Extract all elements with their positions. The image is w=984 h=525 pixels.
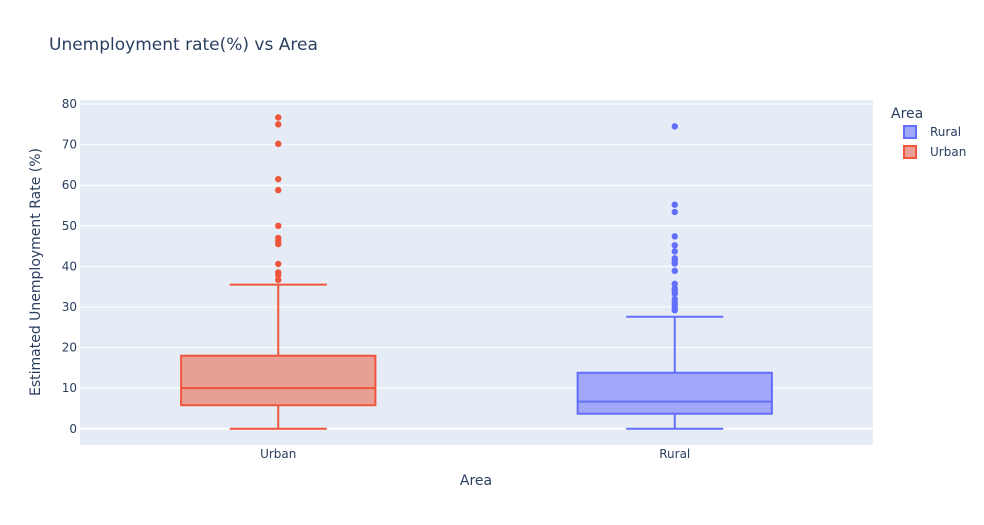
x-tick-label: Urban [260,447,296,461]
outlier-point [275,114,282,121]
x-axis-title: Area [460,473,492,489]
outlier-point [671,255,678,262]
y-tick-label: 60 [62,178,77,192]
legend-swatch-rural [903,125,917,139]
y-tick-label: 80 [62,97,77,111]
y-gridlines [80,103,873,430]
chart-title: Unemployment rate(%) vs Area [49,35,318,55]
outlier-point [671,295,678,303]
outlier-point [275,140,282,148]
outlier-point [275,175,282,183]
y-tick-label: 40 [62,259,77,273]
outlier-point [275,121,282,128]
outlier-point [671,242,678,249]
y-tick-label: 50 [62,219,77,233]
y-tick-labels: 0 10 20 30 40 50 60 70 80 [62,97,77,436]
outlier-point [275,269,282,276]
iqr-box [180,354,377,407]
x-tick-labels: Urban Rural [260,447,690,461]
y-tick-label: 20 [62,341,77,355]
box-traces [180,114,773,430]
outlier-point [275,276,282,284]
legend-label-urban: Urban [930,145,966,159]
outlier-point [671,280,678,288]
y-tick-label: 30 [62,300,77,314]
iqr-box [576,371,773,415]
y-tick-label: 10 [62,381,77,395]
outlier-point [671,285,678,292]
outlier-point [275,260,282,268]
y-tick-label: 0 [69,422,77,436]
legend-swatch-urban [903,145,917,159]
outlier-point [275,234,282,242]
outlier-point [275,186,282,194]
y-axis-title: Estimated Unemployment Rate (%) [28,148,44,396]
x-tick-label: Rural [659,447,690,461]
outlier-point [275,222,282,230]
legend-title: Area [891,106,923,122]
outlier-point [671,208,678,216]
y-tick-label: 70 [62,138,77,152]
legend-label-rural: Rural [930,125,961,139]
outlier-point [671,123,678,130]
outlier-point [671,248,678,255]
legend: Area Rural Urban [891,106,966,159]
outlier-point [671,267,678,275]
box-rural [576,123,773,430]
box-urban [180,114,377,430]
outlier-point [671,233,678,240]
outlier-point [671,201,678,208]
